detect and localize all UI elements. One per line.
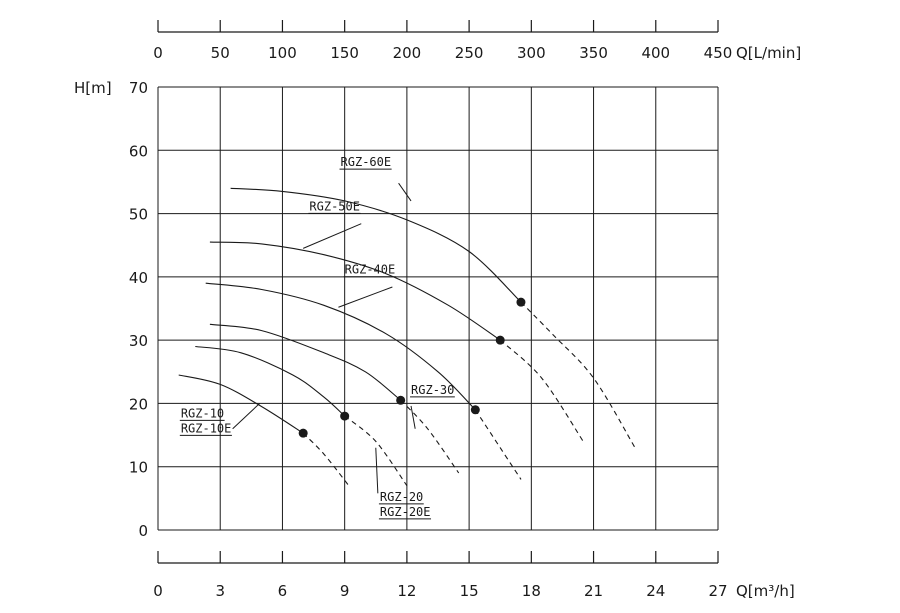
top-tick-label: 50 bbox=[211, 44, 230, 62]
curve-rgz-10-solid bbox=[178, 374, 304, 434]
curve-rgz-60e-extension bbox=[520, 301, 636, 448]
curve-rgz-20-solid bbox=[195, 345, 346, 417]
top-tick-label: 350 bbox=[579, 44, 608, 62]
left-axis-ticks: 0 10 20 30 40 50 60 70 bbox=[129, 79, 148, 540]
duty-point-rgz-60e bbox=[516, 297, 526, 307]
series-label: RGZ-20 bbox=[380, 490, 423, 504]
series-label: RGZ-40E bbox=[345, 263, 396, 277]
left-tick-label: 0 bbox=[138, 522, 148, 540]
bottom-tick-label: 6 bbox=[278, 582, 288, 600]
series-label: RGZ-10 bbox=[181, 406, 224, 420]
top-tick-label: 200 bbox=[393, 44, 422, 62]
top-axis-ticks: 0 50 100 150 200 250 300 350 400 450 bbox=[153, 20, 732, 62]
top-axis-label: Q[L/min] bbox=[736, 44, 801, 62]
curve-rgz-30-extension bbox=[400, 399, 460, 474]
duty-point-rgz-30 bbox=[396, 395, 406, 405]
curve-rgz-30-solid bbox=[209, 323, 402, 401]
top-tick-label: 450 bbox=[704, 44, 733, 62]
bottom-tick-label: 3 bbox=[215, 582, 225, 600]
left-tick-label: 20 bbox=[129, 395, 148, 413]
top-tick-label: 300 bbox=[517, 44, 546, 62]
leader-rgz-40e bbox=[338, 286, 393, 308]
series-label: RGZ-20E bbox=[380, 505, 431, 519]
curve-rgz-40e-solid bbox=[205, 282, 476, 411]
series-curves bbox=[178, 187, 636, 487]
series-label: RGZ-50E bbox=[309, 199, 360, 213]
leader-rgz-20 bbox=[375, 447, 379, 494]
left-tick-label: 60 bbox=[129, 142, 148, 160]
top-tick-label: 150 bbox=[330, 44, 359, 62]
leader-rgz-50e bbox=[302, 223, 362, 249]
bottom-tick-label: 24 bbox=[646, 582, 665, 600]
duty-point-rgz-10 bbox=[298, 428, 308, 438]
top-tick-label: 100 bbox=[268, 44, 297, 62]
bottom-tick-label: 21 bbox=[584, 582, 603, 600]
duty-point-rgz-40e bbox=[470, 405, 480, 415]
curve-rgz-20-extension bbox=[344, 415, 408, 487]
bottom-tick-label: 0 bbox=[153, 582, 163, 600]
left-tick-label: 30 bbox=[129, 332, 148, 350]
bottom-tick-label: 18 bbox=[522, 582, 541, 600]
left-tick-label: 10 bbox=[129, 459, 148, 477]
grid bbox=[157, 86, 719, 531]
x-axis-label: Q[m³/h] bbox=[736, 582, 795, 600]
series-label: RGZ-60E bbox=[341, 155, 392, 169]
leader-rgz-10 bbox=[232, 403, 260, 430]
series-labels: RGZ-60E RGZ-50E RGZ-40E RGZ-30 RGZ-20RGZ-20E… bbox=[179, 155, 455, 520]
duty-point-rgz-50e bbox=[495, 335, 505, 345]
left-tick-label: 50 bbox=[129, 206, 148, 224]
leader-rgz-60e bbox=[398, 182, 412, 202]
bottom-axis-ticks: 0 3 6 9 12 15 18 21 24 27 bbox=[153, 551, 728, 600]
axes bbox=[158, 31, 718, 564]
leader-rgz-30 bbox=[410, 405, 416, 429]
curve-rgz-40e-extension bbox=[474, 409, 522, 480]
bottom-tick-label: 12 bbox=[397, 582, 416, 600]
series-label: RGZ-30 bbox=[411, 383, 454, 397]
curve-rgz-10-extension bbox=[302, 432, 350, 487]
left-tick-label: 40 bbox=[129, 269, 148, 287]
top-tick-label: 400 bbox=[641, 44, 670, 62]
y-axis-label: H[m] bbox=[74, 79, 112, 97]
bottom-tick-label: 9 bbox=[340, 582, 350, 600]
duty-point-rgz-20 bbox=[340, 411, 350, 421]
curve-rgz-50e-extension bbox=[499, 339, 584, 442]
top-tick-label: 0 bbox=[153, 44, 163, 62]
curve-rgz-50e-solid bbox=[209, 241, 501, 341]
curve-rgz-60e-solid bbox=[230, 187, 522, 303]
bottom-tick-label: 27 bbox=[708, 582, 727, 600]
top-tick-label: 250 bbox=[455, 44, 484, 62]
series-label: RGZ-10E bbox=[181, 421, 232, 435]
bottom-tick-label: 15 bbox=[460, 582, 479, 600]
left-tick-label: 70 bbox=[129, 79, 148, 97]
